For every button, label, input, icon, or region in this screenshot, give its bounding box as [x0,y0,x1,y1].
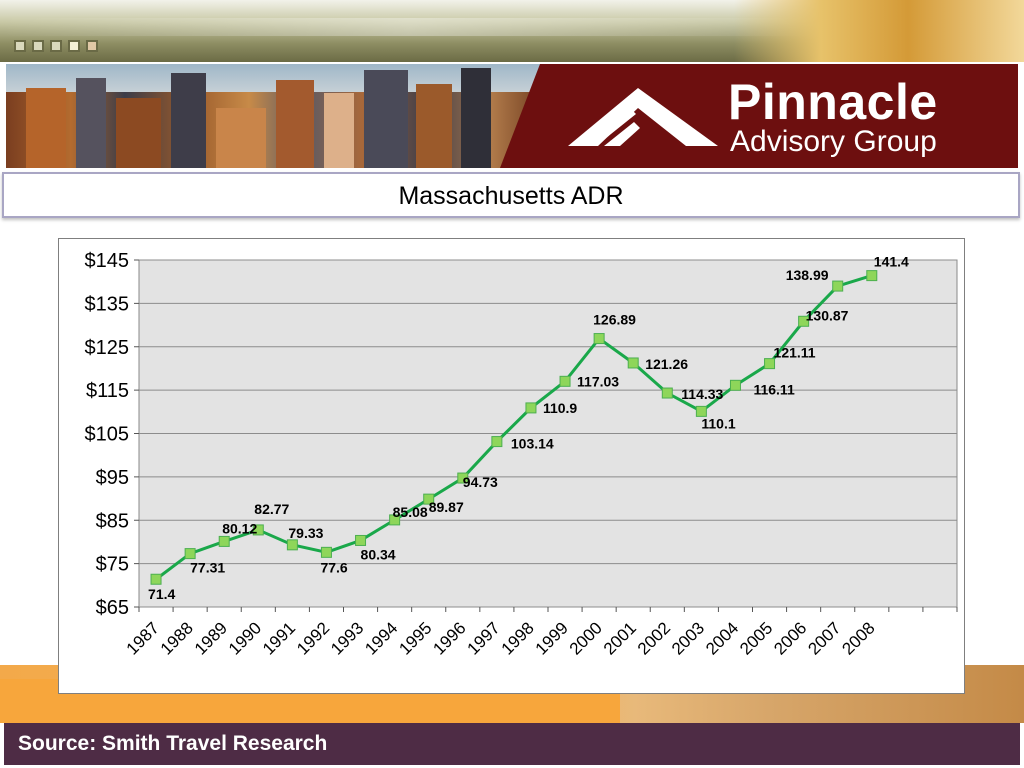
x-tick-label: 1991 [259,618,299,658]
data-label: 110.9 [543,400,577,416]
data-label: 117.03 [577,373,619,389]
window-button-icon[interactable] [68,40,80,52]
y-tick-label: $115 [86,380,129,402]
data-point [389,514,401,526]
x-tick-label: 2008 [838,618,878,658]
window-button-icon[interactable] [14,40,26,52]
title-bar: Massachusetts ADR [2,172,1020,218]
y-tick-label: $125 [85,337,130,359]
window-button-icon[interactable] [86,40,98,52]
y-tick-label: $135 [85,293,130,315]
data-label: 116.11 [753,381,794,397]
x-tick-label: 1989 [191,618,231,658]
data-label: 110.1 [701,415,735,431]
data-label: 130.87 [806,307,849,323]
y-tick-label: $145 [85,250,130,272]
data-point [525,402,537,414]
window-button-icon[interactable] [50,40,62,52]
x-tick-label: 1998 [498,618,538,658]
data-point [593,333,605,345]
series-line [155,274,873,581]
data-point [695,405,707,417]
data-label: 77.6 [320,559,347,575]
header-banner: Pinnacle Advisory Group [0,62,1024,170]
x-tick-label: 2005 [736,618,776,658]
data-point [457,472,469,484]
x-tick-label: 2004 [702,618,742,658]
top-strip [0,0,1024,62]
x-tick-label: 2003 [668,618,708,658]
data-label: 80.34 [361,546,396,562]
data-point [150,573,162,585]
data-point [355,534,367,546]
x-tick-label: 1992 [293,618,333,658]
data-point [184,548,196,560]
page-title: Massachusetts ADR [398,182,624,210]
city-skyline-image [6,64,546,168]
x-tick-label: 1996 [429,618,469,658]
source-note: Source: Smith Travel Research [18,732,328,755]
footer-bar: Source: Smith Travel Research [4,723,1020,765]
y-tick-label: $105 [85,424,130,446]
data-point [252,524,264,536]
adr-line-chart: $65 $75 $85 $95 $105 $115 $125 $135 $145 19871988… [85,250,958,659]
data-point [866,270,878,282]
x-tick-label: 1995 [395,618,435,658]
data-point [798,315,810,327]
data-label: 141.4 [874,254,909,270]
data-point [559,375,571,387]
data-point [764,358,776,370]
data-label: 121.26 [645,356,688,372]
data-point [627,357,639,369]
data-label: 80.12 [222,520,257,536]
x-tick-label: 1994 [361,618,401,658]
data-point [661,387,673,399]
data-label: 114.33 [681,386,723,402]
chart-frame: $65 $75 $85 $95 $105 $115 $125 $135 $145 1987 1988… [58,238,965,694]
x-tick-label: 1993 [327,618,367,658]
y-tick-label: $65 [96,597,129,619]
y-tick-label: $85 [96,510,129,532]
x-tick-label: 1987 [123,618,163,658]
data-label: 79.33 [288,525,323,541]
data-label: 94.73 [463,474,498,490]
x-tick-label: 1999 [532,618,572,658]
window-buttons [14,40,98,52]
y-tick-label: $75 [96,554,129,576]
data-point [320,546,332,558]
data-point [491,436,503,448]
x-tick-label: 2007 [804,618,844,658]
brand-name: Pinnacle [728,74,938,130]
data-label: 138.99 [786,267,829,283]
data-point [423,493,435,505]
x-tick-label: 2002 [634,618,674,658]
data-label: 121.11 [774,345,816,361]
data-label: 126.89 [593,312,636,328]
data-label: 89.87 [429,499,464,515]
data-point [832,280,844,292]
x-tick-label: 2006 [770,618,810,658]
data-label: 77.31 [190,560,225,576]
x-tick-label: 1988 [157,618,197,658]
x-tick-label: 1997 [464,618,504,658]
mountain-peak-icon [568,88,718,146]
window-button-icon[interactable] [32,40,44,52]
data-label: 85.08 [393,504,428,520]
data-point [286,539,298,551]
x-tick-label: 2000 [566,618,606,658]
data-point [218,535,230,547]
data-label: 71.4 [148,586,175,602]
data-point [729,379,741,391]
x-tick-label: 2001 [600,618,640,658]
x-tick-label: 1990 [225,618,265,658]
brand-subtitle: Advisory Group [730,125,937,158]
data-label: 103.14 [511,436,554,452]
decorative-gold-panel [734,0,1024,62]
data-label: 82.77 [254,501,289,517]
brand-panel [500,64,1018,168]
y-tick-label: $95 [96,467,129,489]
